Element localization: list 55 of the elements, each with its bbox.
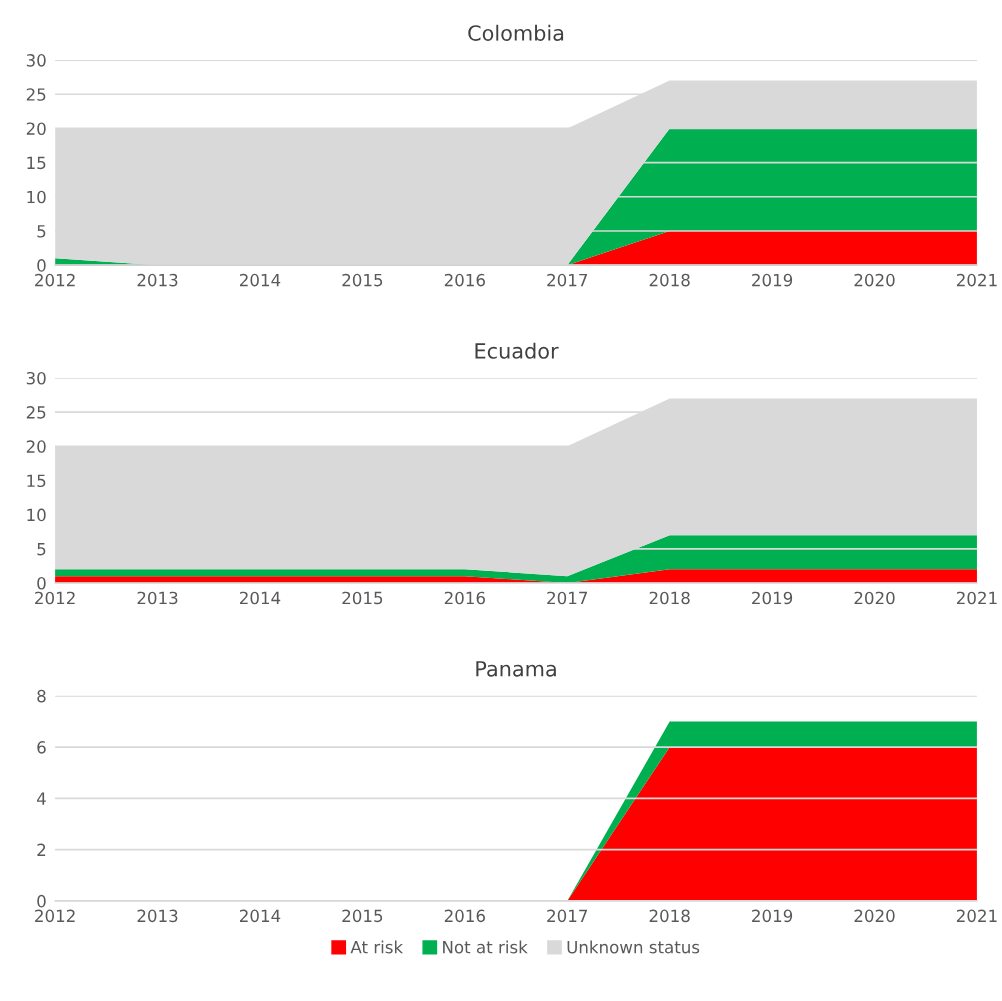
x-tick-label: 2017	[547, 273, 588, 287]
y-tick-label: 20	[26, 122, 46, 135]
x-tick-label: 2016	[444, 591, 485, 605]
x-tick-label: 2018	[649, 909, 690, 923]
legend-label: At risk	[350, 940, 404, 954]
x-tick-label: 2019	[752, 273, 793, 287]
x-tick-label: 2021	[956, 591, 997, 605]
x-tick-label: 2014	[239, 591, 281, 605]
y-tick-label: 4	[36, 792, 46, 805]
x-tick-label: 2014	[239, 273, 281, 287]
y-tick-label: 6	[37, 741, 46, 754]
x-tick-label: 2013	[137, 591, 178, 605]
y-tick-label: 15	[27, 156, 46, 170]
y-tick-label: 15	[27, 474, 46, 488]
y-tick-label: 30	[26, 54, 46, 67]
y-tick-label: 5	[37, 225, 46, 238]
x-tick-label: 2021	[956, 273, 997, 287]
x-tick-label: 2016	[444, 909, 485, 923]
chart-title: Colombia	[468, 24, 564, 41]
y-tick-label: 30	[26, 371, 46, 385]
x-tick-label: 2019	[752, 591, 793, 605]
x-tick-label: 2015	[342, 909, 383, 923]
y-tick-label: 10	[27, 190, 46, 204]
x-tick-label: 2012	[35, 591, 75, 605]
x-tick-label: 2014	[239, 909, 281, 923]
y-tick-label: 25	[26, 406, 46, 419]
chart-title: Panama	[476, 661, 556, 677]
x-tick-label: 2019	[752, 909, 793, 923]
y-tick-label: 8	[37, 689, 46, 703]
x-tick-label: 2016	[444, 273, 485, 287]
x-tick-label: 2017	[547, 909, 588, 923]
y-tick-label: 0	[37, 576, 46, 590]
y-tick-label: 0	[37, 259, 46, 272]
y-tick-label: 5	[37, 543, 46, 556]
x-tick-label: 2012	[35, 273, 75, 287]
x-tick-label: 2013	[137, 273, 178, 287]
y-tick-label: 20	[26, 440, 46, 453]
legend-label: Unknown status	[567, 940, 700, 954]
x-tick-label: 2020	[854, 591, 895, 605]
x-tick-label: 2012	[35, 909, 75, 923]
chart-title: Ecuador	[475, 342, 559, 359]
x-tick-label: 2015	[342, 273, 383, 287]
x-tick-label: 2017	[547, 591, 588, 605]
x-tick-label: 2013	[137, 909, 178, 923]
x-tick-label: 2015	[342, 591, 383, 605]
x-tick-label: 2020	[854, 909, 895, 923]
x-tick-label: 2018	[649, 273, 690, 287]
y-tick-label: 10	[27, 508, 46, 522]
y-tick-label: 0	[37, 894, 46, 908]
x-tick-label: 2018	[649, 591, 690, 605]
x-tick-label: 2020	[854, 273, 895, 287]
x-tick-label: 2021	[956, 909, 997, 923]
legend-label: Not at risk	[443, 940, 528, 954]
y-tick-label: 25	[26, 88, 46, 101]
y-tick-label: 2	[37, 843, 46, 856]
